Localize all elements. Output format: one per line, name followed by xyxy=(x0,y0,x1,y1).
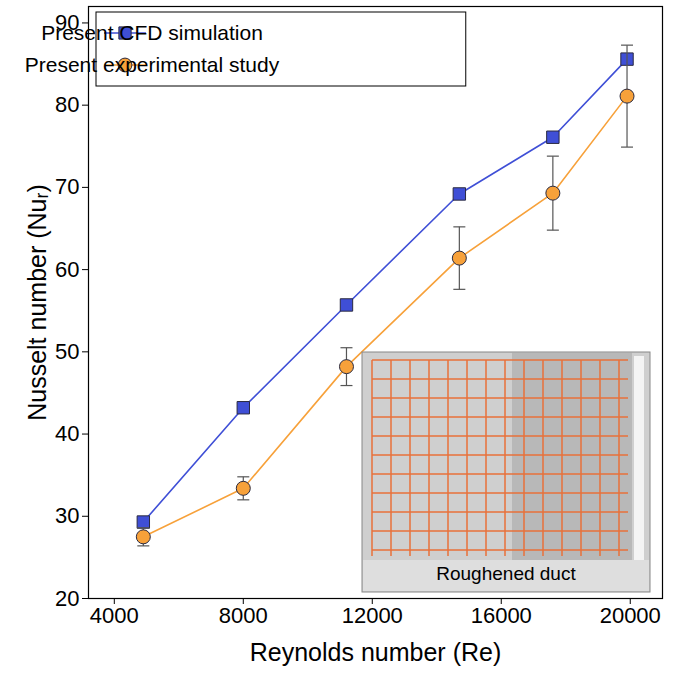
svg-text:12000: 12000 xyxy=(342,603,403,628)
svg-text:Nusselt number (Nuᵣ): Nusselt number (Nuᵣ) xyxy=(23,184,51,421)
svg-text:Reynolds number (Re): Reynolds number (Re) xyxy=(250,638,502,666)
svg-text:50: 50 xyxy=(55,339,79,364)
svg-text:20000: 20000 xyxy=(600,603,661,628)
svg-text:70: 70 xyxy=(55,174,79,199)
svg-text:16000: 16000 xyxy=(471,603,532,628)
svg-text:Roughened duct: Roughened duct xyxy=(436,563,576,584)
svg-text:Present experimental study: Present experimental study xyxy=(25,53,280,76)
svg-text:30: 30 xyxy=(55,503,79,528)
svg-text:20: 20 xyxy=(55,586,79,611)
svg-text:Present CFD simulation: Present CFD simulation xyxy=(41,21,263,44)
svg-text:40: 40 xyxy=(55,421,79,446)
svg-text:8000: 8000 xyxy=(219,603,268,628)
svg-text:60: 60 xyxy=(55,257,79,282)
svg-text:4000: 4000 xyxy=(90,603,139,628)
svg-text:80: 80 xyxy=(55,92,79,117)
